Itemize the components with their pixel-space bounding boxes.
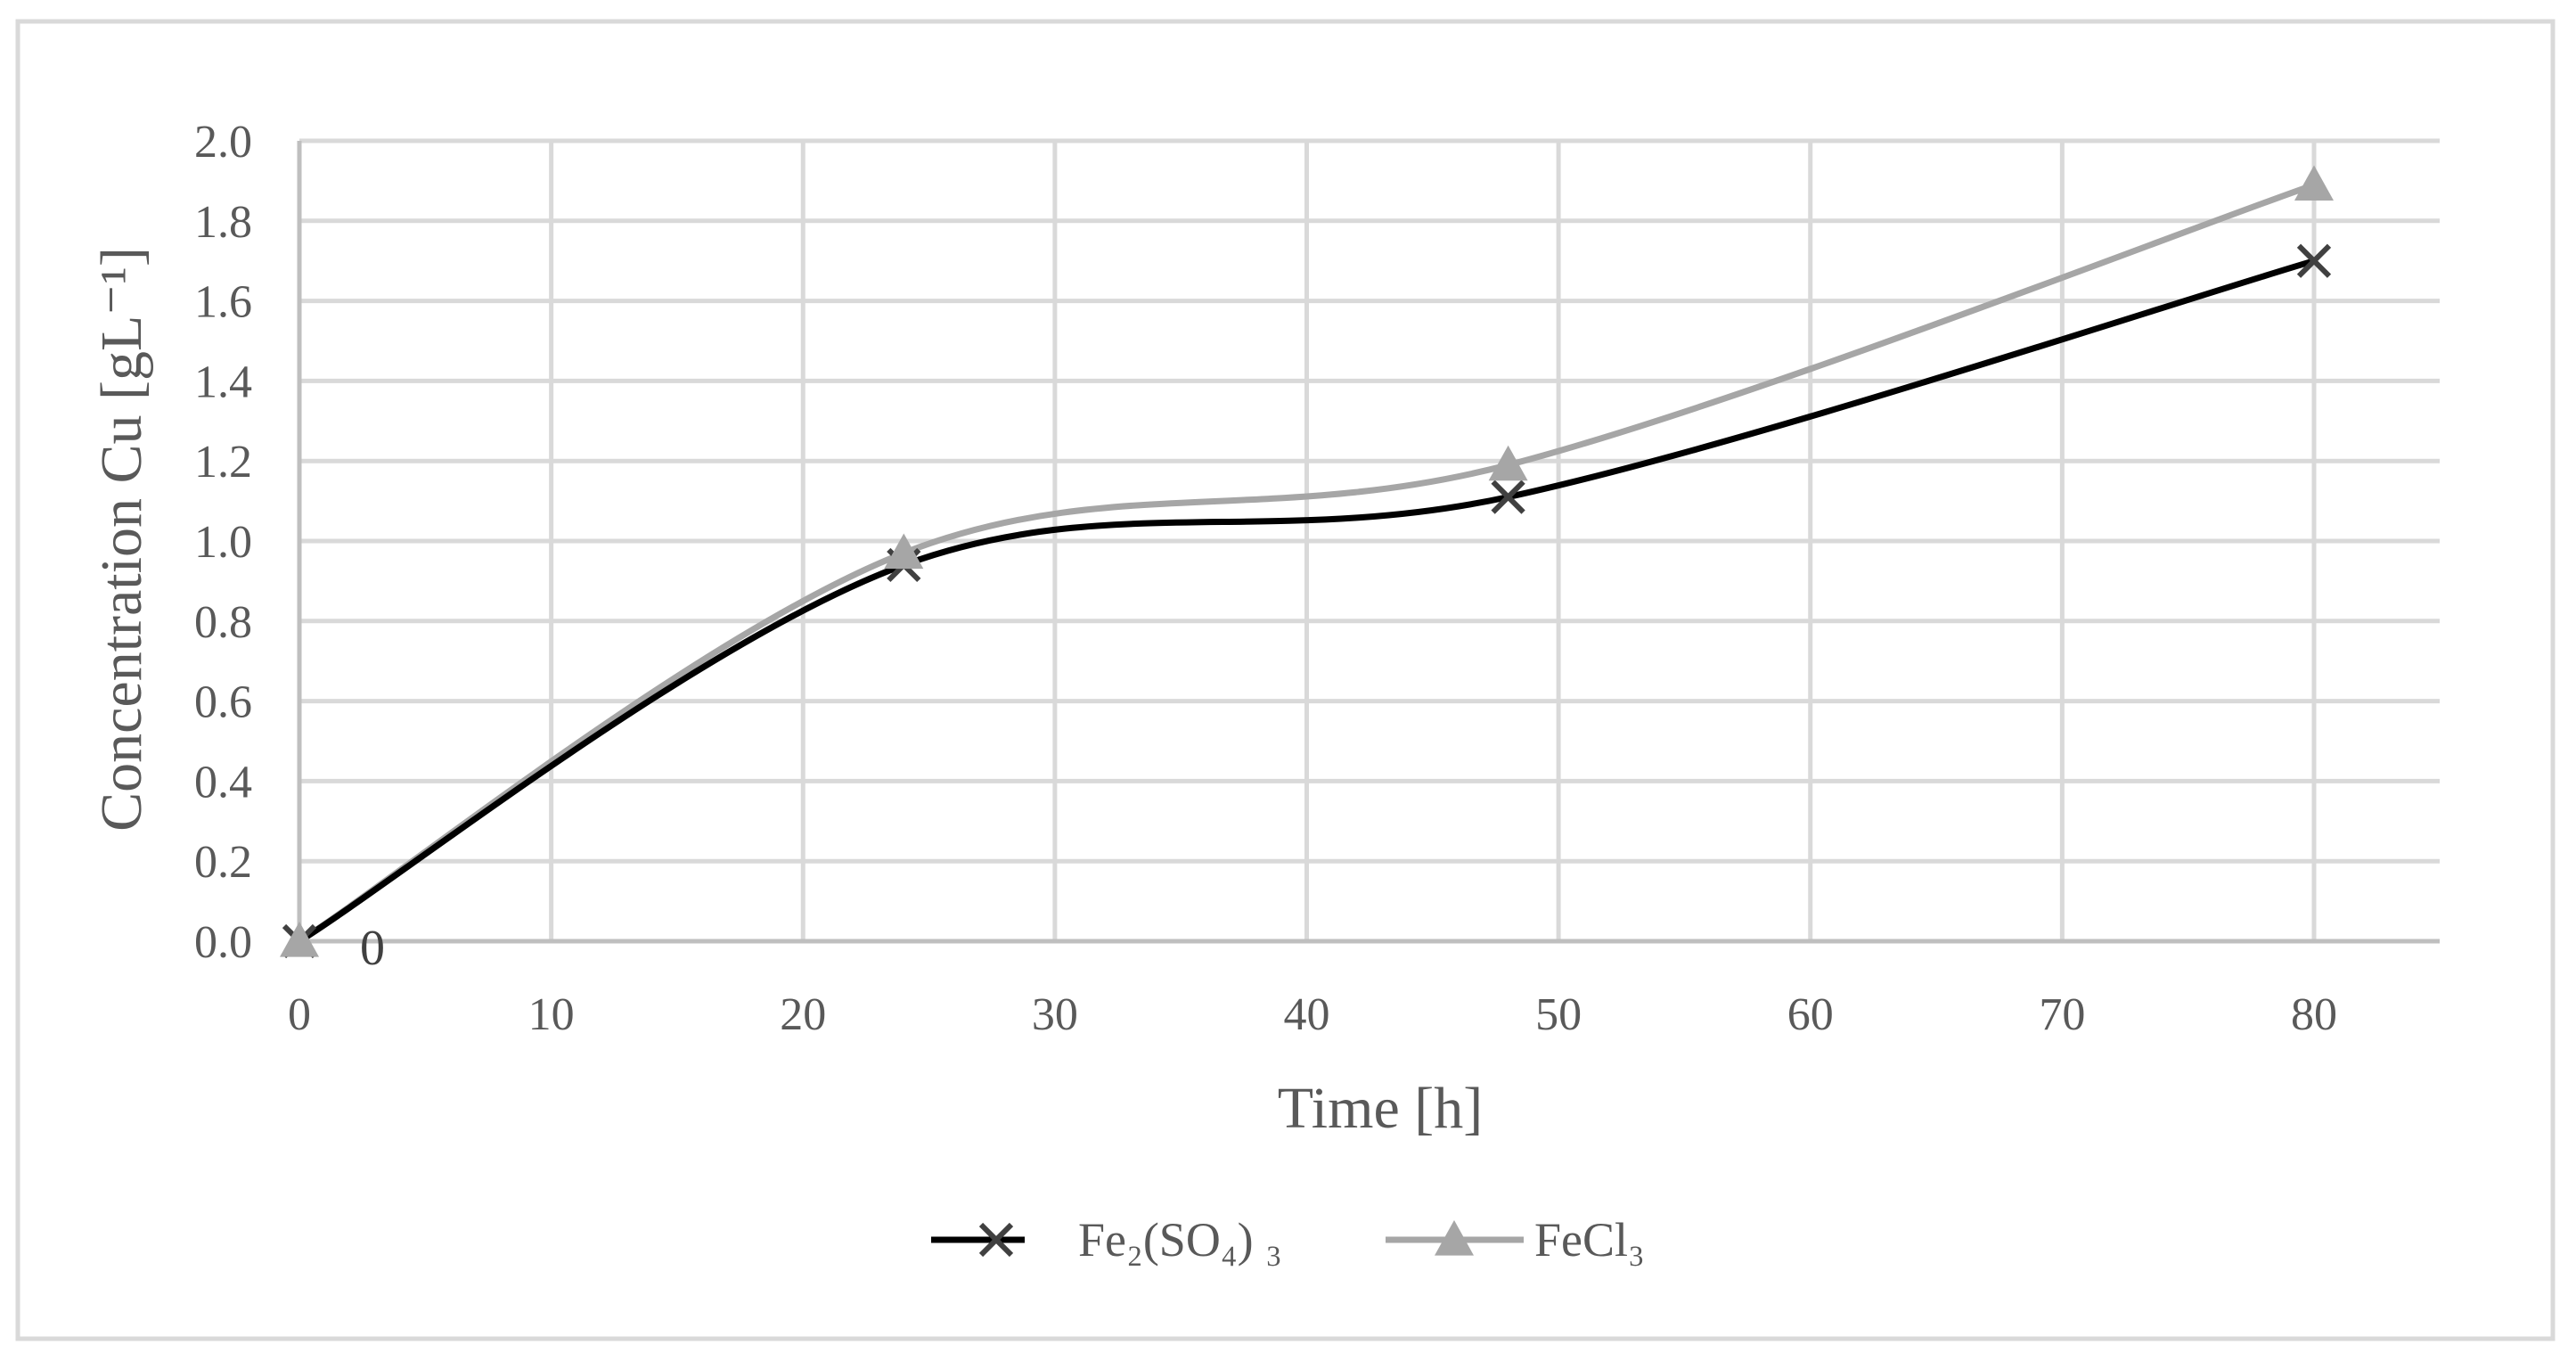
data-point-fecl3 (884, 533, 924, 570)
data-point-fecl3 (2294, 165, 2334, 201)
data-point-fecl3 (280, 922, 319, 957)
x-tick-label: 20 (780, 989, 826, 1040)
y-tick-label: 0.6 (194, 677, 252, 728)
y-tick-label: 1.6 (194, 277, 252, 328)
chart-frame (15, 19, 2556, 1341)
x-axis-title: Time [h] (1278, 1076, 1483, 1141)
series-line-fe2so43 (296, 258, 2318, 945)
x-tick-label: 30 (1032, 989, 1078, 1040)
data-point-fe2so43 (2296, 243, 2332, 278)
y-tick-label: 0.4 (194, 757, 252, 808)
x-tick-label: 0 (288, 989, 311, 1040)
series (296, 181, 2318, 945)
legend-item-fecl3: FeCl₃ (1386, 1213, 1645, 1267)
y-tick-label: 1.2 (194, 437, 252, 488)
y-axis-title: Concentration Cu [gL⁻¹] (89, 247, 154, 832)
legend-item-fe2so43: Fe₂(SO₄) ₃ (931, 1213, 1282, 1267)
tick-labels: 0.0 0.2 0.4 0.6 0.8 1.0 1.2 1.4 1.6 1.8 2.0 0 10 20 30… (194, 117, 2337, 1040)
y-tick-label: 1.0 (194, 517, 252, 568)
markers (280, 165, 2334, 959)
triangle-marker-icon (1435, 1220, 1474, 1256)
y-tick-label: 1.8 (194, 197, 252, 248)
data-label-zero: 0 (360, 921, 385, 976)
x-tick-label: 60 (1787, 989, 1834, 1040)
data-point-fecl3 (1488, 445, 1528, 481)
legend-label-fe2so43: Fe₂(SO₄) ₃ (1078, 1213, 1282, 1267)
legend-label-fecl3: FeCl₃ (1534, 1213, 1645, 1267)
gridlines (299, 138, 2440, 941)
legend: Fe₂(SO₄) ₃ FeCl₃ (931, 1213, 1645, 1267)
x-tick-label: 50 (1535, 989, 1582, 1040)
y-tick-label: 1.4 (194, 357, 252, 407)
y-tick-label: 0.2 (194, 837, 252, 888)
data-point-fe2so43 (1491, 480, 1525, 514)
series-line-fecl3 (296, 181, 2318, 945)
x-tick-label: 10 (528, 989, 575, 1040)
y-tick-label: 0.0 (194, 917, 252, 968)
x-tick-label: 80 (2291, 989, 2337, 1040)
x-tick-label: 40 (1284, 989, 1330, 1040)
y-tick-label: 0.8 (194, 597, 252, 648)
x-marker-glyph (978, 1222, 1014, 1258)
triangle-marker-glyph (1435, 1220, 1474, 1256)
y-tick-label: 2.0 (194, 117, 252, 168)
x-marker-icon (978, 1222, 1014, 1258)
x-tick-label: 70 (2039, 989, 2085, 1040)
axes (297, 141, 2440, 944)
